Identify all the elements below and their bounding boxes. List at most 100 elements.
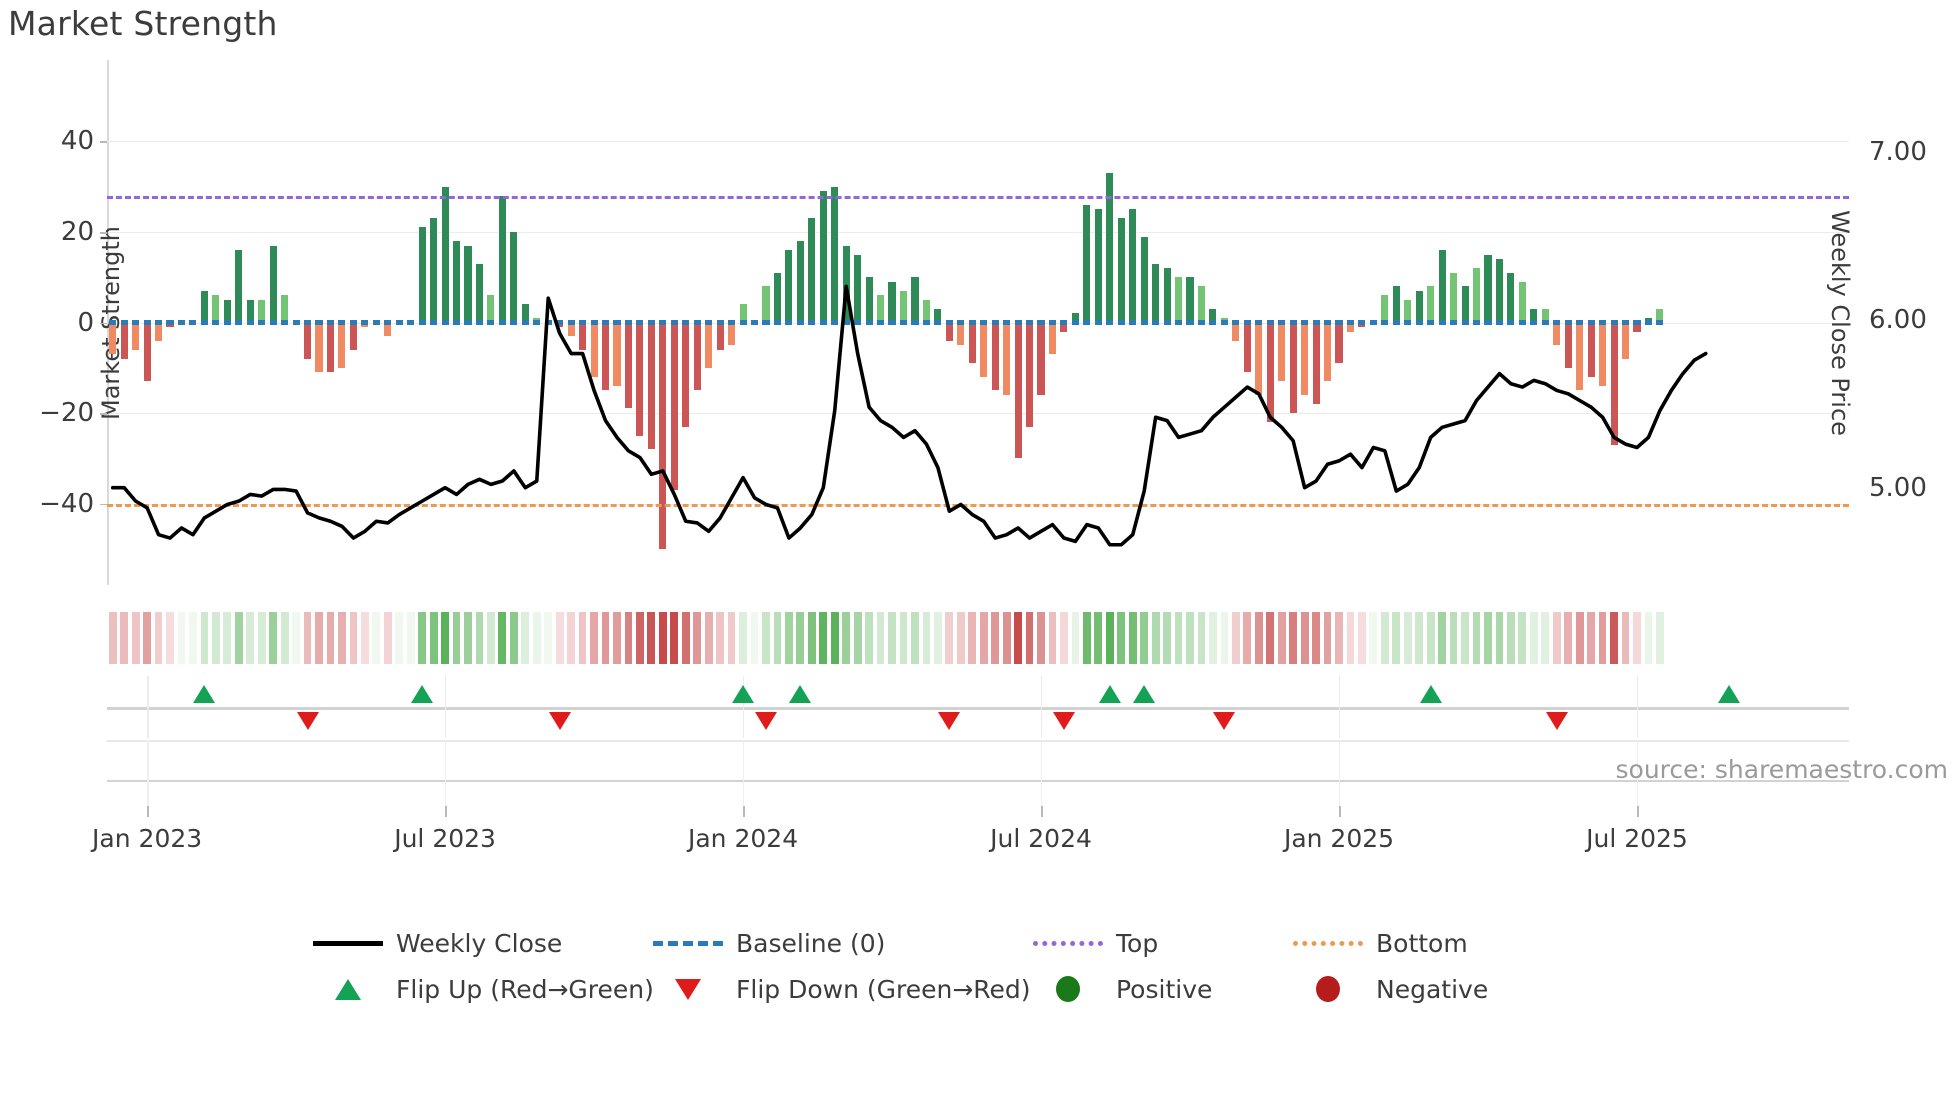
baseline-segment [854, 320, 862, 325]
lower-frame-gridline [445, 740, 447, 806]
heat-strip-cell [1358, 612, 1366, 664]
heat-strip-cell [338, 612, 346, 664]
baseline-segment [315, 320, 323, 325]
heat-strip-cell [727, 612, 736, 664]
legend-triangle-down-red-icon [640, 978, 736, 1000]
strength-bar [1140, 236, 1148, 323]
flip-gridline [1339, 676, 1341, 738]
strength-bar [1209, 308, 1217, 323]
strength-bar [991, 322, 999, 391]
flip-up-marker [1717, 685, 1740, 703]
legend-item[interactable]: Flip Down (Green→Red) [640, 975, 1031, 1004]
baseline-segment [739, 320, 747, 325]
legend-item[interactable]: Baseline (0) [640, 929, 1020, 958]
baseline-segment [1243, 320, 1251, 325]
baseline-segment [1472, 320, 1481, 325]
heat-strip-cell [933, 612, 942, 664]
baseline-segment [1071, 320, 1079, 325]
heat-strip-cell [1163, 612, 1171, 664]
strength-bar [315, 322, 323, 373]
flip-up-marker [1419, 685, 1442, 703]
strength-bar [258, 299, 266, 323]
heat-strip-cell [487, 612, 495, 664]
legend-item[interactable]: Negative [1280, 975, 1610, 1004]
legend-item[interactable]: Positive [1020, 975, 1280, 1004]
strength-bar [120, 322, 128, 359]
heat-strip-cell [1495, 612, 1504, 664]
strength-bar [464, 245, 472, 323]
heat-strip-cell [1300, 612, 1309, 664]
legend-label: Flip Down (Green→Red) [736, 974, 1031, 1004]
strength-bar [922, 299, 930, 323]
baseline-segment [831, 320, 839, 325]
heat-strip-cell [1254, 612, 1263, 664]
heat-strip-cell [349, 612, 358, 664]
baseline-segment [1576, 320, 1584, 325]
legend-row-2: Flip Up (Red→Green) Flip Down (Green→Red)… [300, 966, 1660, 1012]
heat-strip-cell [1231, 612, 1240, 664]
baseline-segment [1060, 320, 1068, 325]
baseline-segment [762, 320, 770, 325]
baseline-segment [796, 320, 804, 325]
heat-strip-cell [234, 612, 243, 664]
baseline-segment [1163, 320, 1171, 325]
y-axis-tick-mark [100, 322, 107, 325]
baseline-segment [200, 320, 208, 325]
heat-strip-cell [1564, 612, 1573, 664]
heat-strip-cell [693, 612, 702, 664]
baseline-segment [441, 320, 449, 325]
heat-strip-cell [544, 612, 553, 664]
heat-strip-cell [360, 612, 369, 664]
strength-bar [796, 241, 804, 323]
y-axis-left-tick-label: −20 [39, 398, 94, 429]
y-axis-tick-mark [100, 141, 107, 144]
baseline-segment [155, 320, 163, 325]
baseline-segment [1197, 320, 1206, 325]
legend-item[interactable]: Flip Up (Red→Green) [300, 975, 654, 1004]
baseline-segment [258, 320, 266, 325]
baseline-segment [750, 320, 759, 325]
baseline-segment [223, 320, 231, 325]
strength-bar [1312, 322, 1320, 404]
heat-strip-cell [1289, 612, 1298, 664]
strength-bar [200, 290, 208, 323]
heat-strip-cell [888, 612, 896, 664]
strength-bar [1243, 322, 1251, 373]
legend-item[interactable]: Bottom [1280, 929, 1610, 958]
strength-bar [854, 254, 862, 323]
flip-up-marker [789, 685, 812, 703]
strength-bar [223, 299, 231, 323]
heat-strip-cell [1048, 612, 1057, 664]
heat-strip-cell [372, 612, 381, 664]
legend-item[interactable]: Weekly Close [300, 929, 640, 958]
heat-strip-cell [1335, 612, 1343, 664]
flip-up-marker [1098, 685, 1121, 703]
heat-strip-cell [1392, 612, 1401, 664]
heat-strip-cell [326, 612, 335, 664]
strength-bar [1461, 286, 1469, 323]
heat-strip-cell [166, 612, 174, 664]
heat-strip-cell [1461, 612, 1469, 664]
baseline-segment [567, 320, 575, 325]
strength-bar [384, 322, 392, 337]
strength-bar [831, 186, 839, 323]
baseline-segment [647, 320, 655, 325]
x-axis-tick-label: Jul 2025 [1586, 824, 1688, 853]
strength-bar [877, 295, 885, 323]
baseline-segment [945, 320, 953, 325]
strength-bar [1003, 322, 1011, 395]
heat-strip-cell [303, 612, 312, 664]
legend-item[interactable]: Top [1020, 929, 1280, 958]
legend-circle-red-icon [1280, 976, 1376, 1002]
strength-bar [1518, 281, 1526, 323]
heat-strip-cell [246, 612, 255, 664]
heat-strip-cell [1094, 612, 1103, 664]
strength-bar [304, 322, 312, 359]
gridline [107, 141, 1849, 143]
strength-bar [246, 299, 254, 323]
gridline [107, 231, 1849, 233]
heat-strip-cell [395, 612, 404, 664]
heat-strip-cell [1472, 612, 1481, 664]
heat-strip-cell [968, 612, 977, 664]
heat-strip-cell [681, 612, 690, 664]
